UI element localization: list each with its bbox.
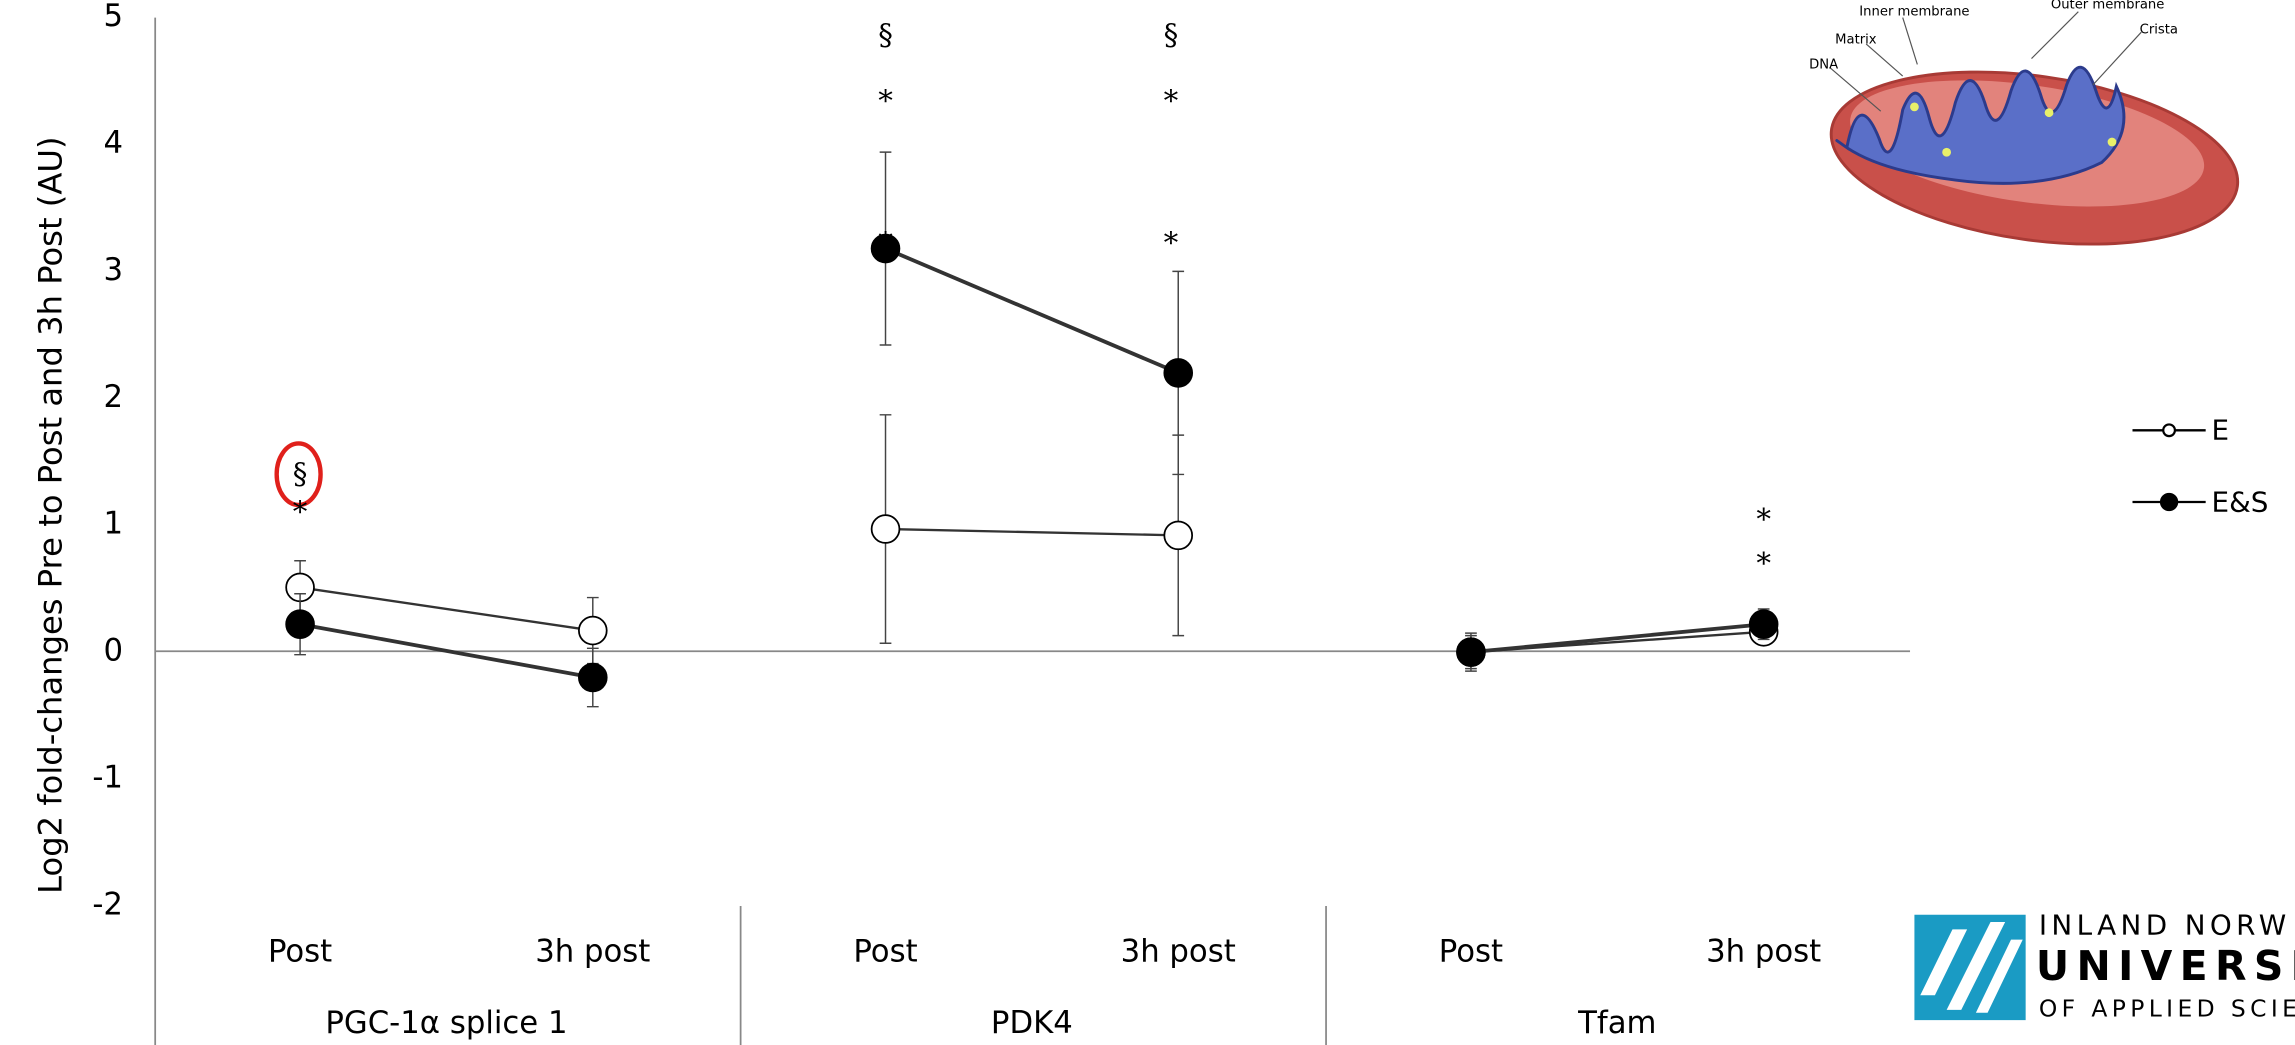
logo-text: INLAND NORW — [2039, 908, 2291, 941]
university-logo: INLAND NORW UNIVERSI OF APPLIED SCIEN — [1914, 908, 2295, 1022]
annotation: * — [1164, 225, 1179, 259]
x-tick-label: 3h post — [1706, 933, 1821, 969]
figure-label: Inner membrane — [1859, 5, 1969, 20]
y-tick-label: 0 — [103, 633, 123, 669]
legend-label: E&S — [2212, 485, 2269, 518]
figure-label: DNA — [1809, 57, 1838, 72]
y-tick-label: -2 — [92, 886, 123, 922]
y-axis-label: Log2 fold-changes Pre to Post and 3h Pos… — [32, 136, 70, 893]
series-line — [886, 529, 1179, 535]
data-point — [1164, 521, 1192, 549]
data-point — [1457, 638, 1485, 666]
annotation: * — [878, 225, 893, 259]
data-point — [1750, 610, 1778, 638]
annotation: * — [293, 495, 308, 529]
annotation: § — [293, 457, 308, 491]
y-tick-label: -1 — [92, 760, 123, 796]
x-tick-label: 3h post — [535, 933, 650, 969]
legend-marker — [2163, 424, 2175, 436]
y-tick-label: 3 — [103, 252, 123, 288]
y-tick-label: 1 — [103, 506, 123, 542]
group-label: PDK4 — [991, 1005, 1073, 1041]
series-line — [1471, 624, 1764, 652]
group-label: Tfam — [1577, 1005, 1656, 1041]
logo-text: OF APPLIED SCIEN — [2039, 994, 2295, 1022]
x-tick-label: Post — [853, 933, 917, 969]
logo-text: UNIVERSI — [2036, 942, 2295, 990]
data-point — [286, 610, 314, 638]
data-point — [579, 664, 607, 692]
x-tick-label: Post — [1439, 933, 1503, 969]
y-tick-label: 2 — [103, 379, 123, 415]
data-point — [579, 617, 607, 645]
mitochondrion-figure: Inner membrane Outer membrane Matrix Cri… — [1809, 0, 2249, 268]
group-label: PGC-1α splice 1 — [325, 1005, 567, 1041]
legend-label: E — [2212, 414, 2230, 447]
legend-marker — [2161, 494, 2177, 510]
x-tick-label: Post — [268, 933, 332, 969]
x-tick-label: 3h post — [1121, 933, 1236, 969]
series-line — [886, 249, 1179, 373]
annotation: * — [878, 83, 893, 117]
annotation: * — [1756, 502, 1771, 536]
data-point — [1164, 359, 1192, 387]
figure-label: Outer membrane — [2051, 0, 2165, 12]
series-line — [300, 587, 593, 630]
chart: Log2 fold-changes Pre to Post and 3h Pos… — [0, 0, 2295, 1045]
annotation: § — [1164, 18, 1179, 52]
y-tick-label: 5 — [103, 0, 123, 34]
annotation: * — [1756, 546, 1771, 580]
figure-label: Crista — [2140, 22, 2178, 37]
data-point — [872, 515, 900, 543]
annotation: § — [878, 18, 893, 52]
annotation: * — [1164, 83, 1179, 117]
figure-label: Matrix — [1835, 33, 1877, 48]
y-tick-label: 4 — [103, 125, 123, 161]
